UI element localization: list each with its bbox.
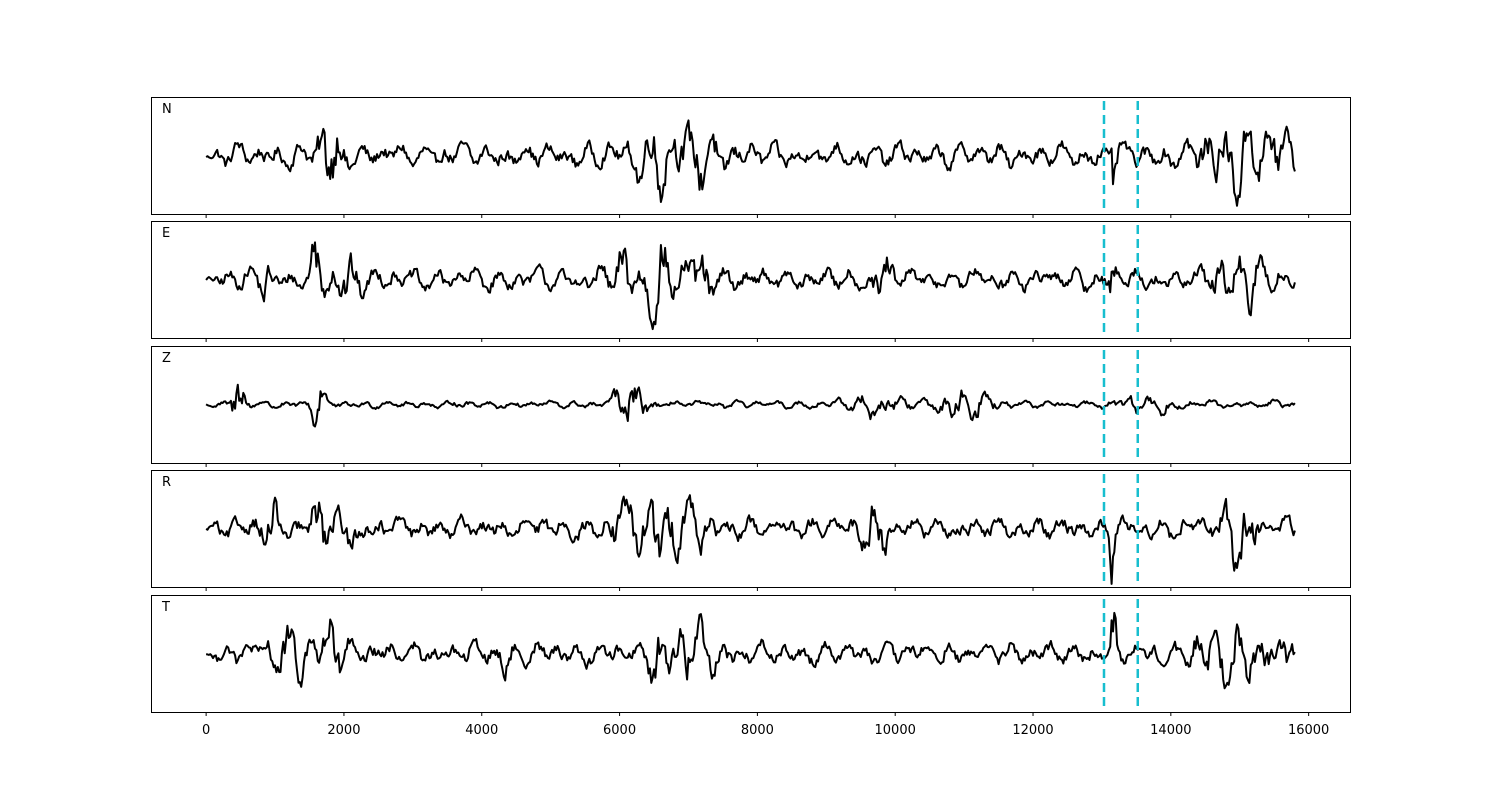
panel-frame xyxy=(151,346,1351,464)
waveform-trace-t xyxy=(206,611,1296,690)
waveform-trace-e xyxy=(205,241,1296,331)
panel-frame xyxy=(151,470,1351,588)
panel-label: T xyxy=(161,600,170,615)
x-tick-label: 6000 xyxy=(603,723,636,738)
panel-label: Z xyxy=(162,351,171,366)
panel-t: T xyxy=(151,595,1351,716)
x-tick-label: 0 xyxy=(202,723,210,738)
x-tick-label: 8000 xyxy=(741,723,774,738)
panel-frame xyxy=(151,595,1351,713)
x-tick-label: 12000 xyxy=(1012,723,1053,738)
waveform-trace-z xyxy=(205,383,1296,428)
x-tick-label: 14000 xyxy=(1150,723,1191,738)
panel-n: N xyxy=(151,97,1351,218)
panel-label: N xyxy=(162,102,172,117)
x-axis: 0 2000 4000 6000 8000 10000 12000 14000 16000 xyxy=(202,723,1329,738)
panel-z: Z xyxy=(151,346,1351,467)
panel-frame xyxy=(151,221,1351,339)
panel-label: R xyxy=(162,475,171,490)
x-tick-label: 2000 xyxy=(327,723,360,738)
trace-panels: N E Z R T xyxy=(151,97,1351,716)
waveform-trace-r xyxy=(205,494,1296,585)
panel-frame xyxy=(151,97,1351,215)
panel-label: E xyxy=(162,226,170,241)
x-tick-label: 4000 xyxy=(465,723,498,738)
x-tick-label: 10000 xyxy=(875,723,916,738)
x-tick-label: 16000 xyxy=(1288,723,1329,738)
panel-e: E xyxy=(151,221,1351,342)
panel-r: R xyxy=(151,470,1351,591)
waveform-trace-n xyxy=(205,119,1296,207)
